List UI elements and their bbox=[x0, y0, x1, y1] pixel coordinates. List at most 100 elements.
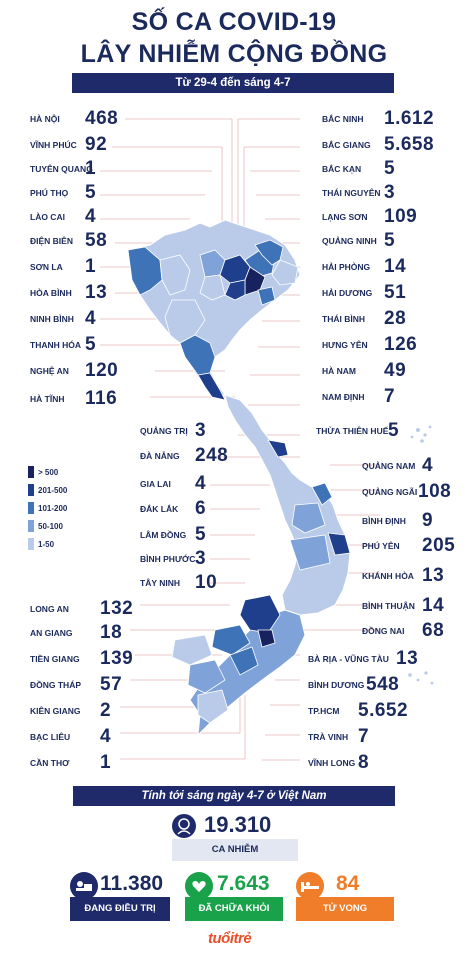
province-row: Đồng Tháp 57 bbox=[30, 674, 122, 696]
province-count: 2 bbox=[100, 700, 112, 721]
province-row: TP.HCM 5.652 bbox=[308, 700, 408, 722]
province-count: 1 bbox=[100, 752, 112, 773]
province-name: Vĩnh Phúc bbox=[30, 140, 77, 150]
treating-stat: 11.380 ĐANG ĐIỀU TRỊ bbox=[70, 872, 170, 922]
province-name: Bình Định bbox=[362, 516, 406, 526]
province-name: Tây Ninh bbox=[140, 578, 180, 588]
province-count: 3 bbox=[195, 420, 207, 441]
province-name: Cần Thơ bbox=[30, 758, 70, 768]
province-row: Hà Tĩnh 116 bbox=[30, 388, 117, 410]
province-count: 5 bbox=[85, 182, 97, 203]
province-row: Gia Lai 4 bbox=[140, 473, 206, 495]
total-cases-value: 19.310 bbox=[204, 812, 272, 837]
bed-icon bbox=[296, 872, 324, 900]
province-name: Bình Dương bbox=[308, 680, 365, 690]
legend-swatch bbox=[28, 466, 34, 478]
title-line-2: LÂY NHIỄM CỘNG ĐỒNG bbox=[80, 40, 388, 68]
treating-label: ĐANG ĐIỀU TRỊ bbox=[70, 897, 170, 921]
patient-bed-icon bbox=[70, 872, 98, 900]
province-count: 18 bbox=[100, 622, 123, 643]
province-row: An Giang 18 bbox=[30, 622, 122, 644]
province-name: Trà Vinh bbox=[308, 732, 349, 742]
province-row: Bình Định 9 bbox=[362, 510, 433, 532]
province-row: Nam Định 7 bbox=[322, 386, 395, 408]
province-count: 5 bbox=[384, 230, 396, 251]
province-count: 13 bbox=[422, 565, 445, 586]
province-row: Thái Bình 28 bbox=[322, 308, 406, 330]
province-name: Quảng Ninh bbox=[322, 236, 377, 246]
province-name: Nghệ An bbox=[30, 366, 69, 376]
province-count: 120 bbox=[85, 360, 119, 381]
province-row: Hà Nội 468 bbox=[30, 108, 118, 130]
province-count: 28 bbox=[384, 308, 407, 329]
province-row: Hải Phòng 14 bbox=[322, 256, 406, 278]
legend-label: 101-200 bbox=[38, 503, 68, 513]
province-name: Thanh Hóa bbox=[30, 340, 81, 350]
province-name: Tiền Giang bbox=[30, 654, 80, 664]
province-name: Đắk Lắk bbox=[140, 504, 179, 514]
province-count: 4 bbox=[195, 473, 207, 494]
province-name: Thừa Thiên Huế bbox=[316, 426, 389, 436]
province-row: Thái Nguyên 3 bbox=[322, 182, 395, 204]
province-name: Kiên Giang bbox=[30, 706, 81, 716]
recovered-label: ĐÃ CHỮA KHỎI bbox=[185, 897, 283, 921]
vietnam-map bbox=[100, 118, 434, 761]
province-row: Bà Rịa - Vũng Tàu 13 bbox=[308, 648, 418, 670]
province-count: 7 bbox=[358, 726, 370, 747]
date-range-banner: Từ 29-4 đến sáng 4-7 bbox=[72, 73, 394, 93]
deaths-label: TỬ VONG bbox=[296, 897, 394, 921]
province-row: Trà Vinh 7 bbox=[308, 726, 369, 748]
treating-value: 11.380 bbox=[100, 872, 164, 895]
legend-item: 50-100 bbox=[28, 517, 67, 535]
province-name: Lào Cai bbox=[30, 212, 65, 222]
province-count: 7 bbox=[384, 386, 396, 407]
heart-hand-icon bbox=[185, 872, 213, 900]
deaths-value: 84 bbox=[336, 872, 360, 895]
province-row: Lâm Đồng 5 bbox=[140, 524, 206, 546]
province-count: 51 bbox=[384, 282, 407, 303]
province-name: Bình Phước bbox=[140, 554, 196, 564]
province-count: 5 bbox=[195, 524, 207, 545]
recovered-value: 7.643 bbox=[217, 872, 270, 895]
province-name: Hà Tĩnh bbox=[30, 394, 65, 404]
legend-item: 101-200 bbox=[28, 499, 67, 517]
province-count: 548 bbox=[366, 674, 400, 695]
province-row: Ninh Bình 4 bbox=[30, 308, 96, 330]
province-row: Bắc Kạn 5 bbox=[322, 158, 395, 180]
province-count: 13 bbox=[396, 648, 419, 669]
province-count: 14 bbox=[384, 256, 407, 277]
province-name: Bà Rịa - Vũng Tàu bbox=[308, 654, 389, 664]
province-count: 57 bbox=[100, 674, 123, 695]
province-name: Khánh Hòa bbox=[362, 571, 414, 581]
province-name: Hà Nam bbox=[322, 366, 356, 376]
province-count: 4 bbox=[85, 308, 97, 329]
legend-item: 1-50 bbox=[28, 535, 67, 553]
legend-label: 1-50 bbox=[38, 539, 55, 549]
province-name: Thái Nguyên bbox=[322, 188, 381, 198]
legend-label: > 500 bbox=[38, 467, 59, 477]
province-count: 126 bbox=[384, 334, 418, 355]
province-row: Tây Ninh 10 bbox=[140, 572, 217, 594]
province-row: Lạng Sơn 109 bbox=[322, 206, 417, 228]
province-count: 9 bbox=[422, 510, 434, 531]
province-row: Bắc Giang 5.658 bbox=[322, 134, 434, 156]
province-count: 14 bbox=[422, 595, 445, 616]
province-count: 468 bbox=[85, 108, 119, 129]
province-name: Vĩnh Long bbox=[308, 758, 356, 768]
province-row: Phú Yên 205 bbox=[362, 535, 455, 557]
province-name: Bắc Giang bbox=[322, 140, 371, 150]
province-row: Hòa Bình 13 bbox=[30, 282, 107, 304]
province-name: Hà Nội bbox=[30, 114, 60, 124]
province-name: Quảng Trị bbox=[140, 426, 188, 436]
tuoi-tre-logo: tuổitrẻ bbox=[208, 930, 252, 947]
province-name: Quảng Nam bbox=[362, 461, 416, 471]
province-name: Long An bbox=[30, 604, 69, 614]
province-count: 3 bbox=[195, 548, 207, 569]
province-name: Phú Yên bbox=[362, 541, 400, 551]
province-count: 92 bbox=[85, 134, 108, 155]
vietnam-map-area bbox=[0, 95, 468, 785]
province-count: 132 bbox=[100, 598, 134, 619]
legend-item: > 500 bbox=[28, 463, 67, 481]
province-row: Bình Thuận 14 bbox=[362, 595, 444, 617]
province-row: Bình Phước 3 bbox=[140, 548, 206, 570]
